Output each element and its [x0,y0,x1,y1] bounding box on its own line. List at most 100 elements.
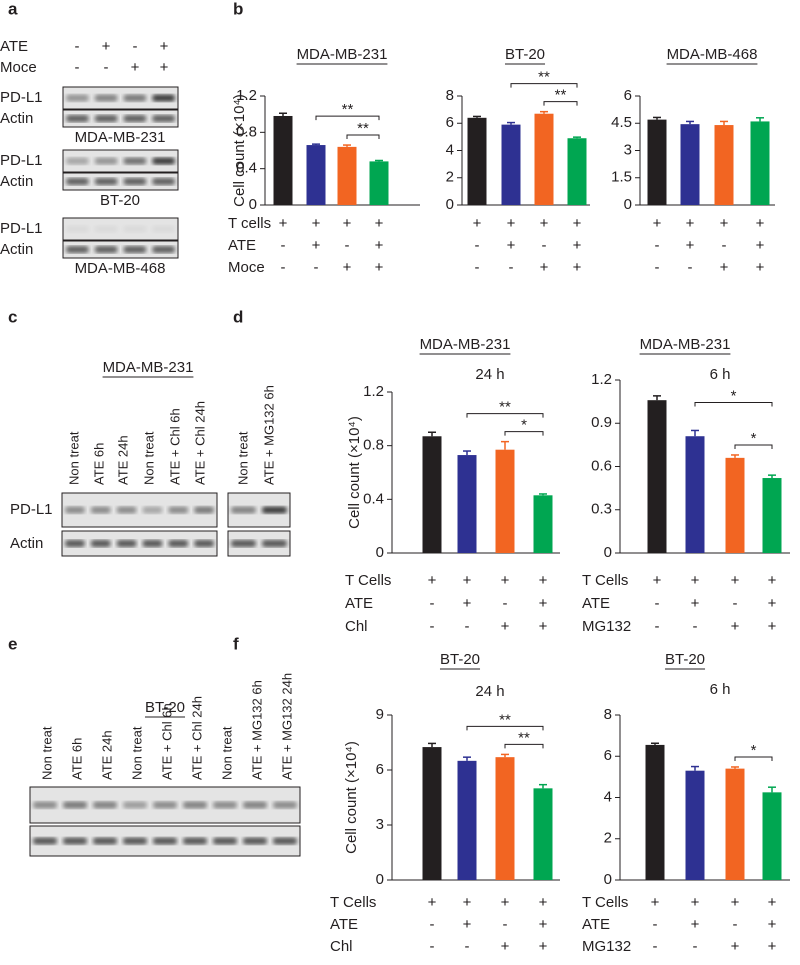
y-tick-label: 0.9 [591,414,612,431]
condition-sign: + [463,595,472,612]
blot-band [152,178,175,185]
blot-band [123,115,147,122]
blot-band [231,506,256,514]
blot-band [116,506,137,514]
condition-sign: + [768,595,777,612]
blot-band [153,837,177,845]
blot-band [273,837,297,845]
lane-label: ATE + Chl 24h [192,401,207,485]
chart-title: MDA-MB-231 [297,46,388,63]
blot-band [66,115,89,122]
condition-name: MG132 [582,938,631,955]
condition-sign: + [473,215,482,232]
blot-band [65,540,85,547]
condition-sign: + [463,572,472,589]
condition-sign: + [768,894,777,911]
condition-sign: + [756,237,765,254]
blot-band [123,178,147,185]
lane-label: ATE + MG132 6h [249,680,264,780]
chart-title: BT-20 [440,651,480,668]
condition-sign: + [720,215,729,232]
chart-title: BT-20 [505,46,545,63]
condition-sign: - [688,259,693,276]
chart-subtitle: 6 h [710,681,731,698]
condition-sign: + [343,215,352,232]
lane-label: ATE 24h [99,730,114,780]
y-axis-label: Cell count (×10⁴) [231,94,248,207]
bar [750,121,770,205]
condition-sign: + [731,894,740,911]
y-tick-label: 0 [249,196,257,213]
chart-subtitle: 6 h [710,366,731,383]
condition-sign: + [768,938,777,955]
y-axis-label: Cell count (×10⁴) [343,741,360,854]
blot-title: MDA-MB-231 [103,359,194,376]
cell-line-label: BT-20 [100,192,140,209]
blot-box [62,217,179,241]
lane-label: ATE + Chl 24h [189,696,204,780]
condition-sign: + [768,572,777,589]
y-tick-label: 0.4 [236,160,257,177]
bar [457,760,477,880]
condition-sign: + [102,38,111,55]
condition-sign: + [651,894,660,911]
blot-band [123,801,147,809]
blot-band [152,115,175,122]
condition-sign: - [430,916,435,933]
bar [337,146,357,205]
y-tick-label: 4 [604,788,612,805]
condition-sign: + [731,938,740,955]
condition-sign: - [475,237,480,254]
significance-bracket [510,83,578,88]
condition-sign: + [375,215,384,232]
condition-sign: + [653,215,662,232]
condition-sign: + [756,215,765,232]
significance-bracket [466,413,544,418]
blot-title: BT-20 [145,699,185,716]
y-tick-label: 2 [604,830,612,847]
y-tick-label: 0 [624,196,632,213]
lane-label: Non treat [129,726,144,780]
bar [567,138,587,205]
condition-name: ATE [330,916,358,933]
condition-sign: - [75,59,80,76]
y-tick-label: 3 [376,816,384,833]
condition-sign: + [375,237,384,254]
blot-box [61,492,218,528]
condition-sign: + [539,916,548,933]
blot-band [116,540,137,547]
y-tick-label: 1.2 [363,383,384,400]
condition-sign: - [693,618,698,635]
blot-row-label: Actin [0,173,33,190]
condition-sign: + [686,215,695,232]
condition-sign: + [131,59,140,76]
condition-sign: - [722,237,727,254]
condition-sign: - [655,237,660,254]
chart-subtitle: 24 h [475,683,504,700]
panel-label: a [8,0,18,18]
significance-label: ** [499,399,511,416]
condition-name: ATE [345,595,373,612]
y-tick-label: 4.5 [611,114,632,131]
lane-label: ATE + MG132 6h [261,385,276,485]
y-tick-label: 0.8 [363,437,384,454]
significance-bracket [734,444,773,449]
condition-sign: - [655,595,660,612]
chart-title: BT-20 [665,651,705,668]
blot-band [33,837,57,845]
condition-sign: + [312,215,321,232]
condition-name: T Cells [330,894,376,911]
condition-sign: - [430,938,435,955]
condition-name: T Cells [582,572,628,589]
significance-label: * [751,742,757,759]
lane-label: ATE 6h [69,738,84,780]
blot-band [231,540,256,547]
bar [457,455,477,553]
blot-band [194,540,214,547]
blot-band [152,94,175,102]
y-tick-label: 9 [376,706,384,723]
bar [645,744,665,880]
y-tick-label: 1.2 [591,371,612,388]
significance-bracket [694,401,773,407]
bar [533,495,553,553]
